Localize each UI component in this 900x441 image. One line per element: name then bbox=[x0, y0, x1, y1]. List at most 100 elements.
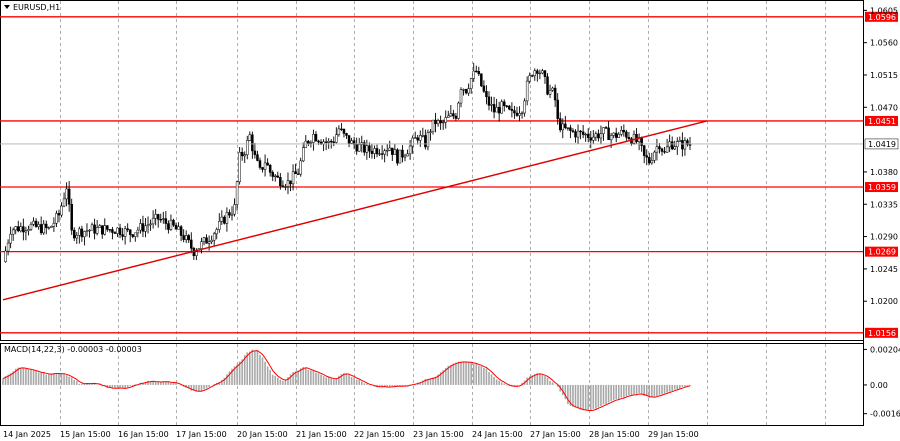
level-label-box bbox=[865, 11, 898, 22]
candle-body bbox=[90, 224, 94, 231]
candle-body bbox=[34, 220, 38, 227]
candle-body bbox=[533, 70, 537, 76]
candle-body bbox=[225, 212, 229, 224]
candle-body bbox=[187, 235, 190, 241]
candle-body bbox=[569, 127, 572, 131]
candle-body bbox=[164, 218, 168, 224]
candle-body bbox=[688, 144, 692, 146]
candle-body bbox=[32, 220, 35, 225]
candle-body bbox=[184, 235, 188, 240]
level-label-box bbox=[865, 115, 898, 126]
candle-body bbox=[238, 152, 241, 182]
candle-body bbox=[459, 89, 463, 104]
candle-body bbox=[45, 223, 48, 229]
candle-body bbox=[174, 224, 178, 230]
candle-body bbox=[80, 228, 84, 238]
candle-body bbox=[383, 150, 386, 155]
candle-body bbox=[235, 181, 239, 205]
time-axis: 14 Jan 2025 15 Jan 15:00 16 Jan 15:00 17 Ja… bbox=[3, 430, 699, 439]
candle-body bbox=[464, 89, 468, 94]
candle-body bbox=[291, 171, 295, 185]
macd-tick-label: 0.00 bbox=[870, 381, 888, 390]
candle-body bbox=[4, 250, 7, 262]
candle-body bbox=[492, 104, 496, 113]
candle-body bbox=[500, 101, 503, 114]
price-tick-label: 1.0380 bbox=[870, 168, 898, 177]
candle-body bbox=[614, 132, 618, 138]
candle-body bbox=[179, 226, 183, 236]
candle-body bbox=[52, 222, 56, 227]
candle-body bbox=[574, 131, 577, 138]
candle-body bbox=[581, 131, 585, 135]
candle-body bbox=[149, 223, 152, 226]
triangle-down-icon bbox=[4, 5, 10, 9]
support-resistance-levels: 1.0596 1.0451 1.0359 1.0269 1.0156 bbox=[0, 11, 898, 338]
candle-body bbox=[72, 229, 76, 239]
candle-body bbox=[11, 229, 15, 235]
candle-body bbox=[604, 127, 608, 129]
candle-body bbox=[37, 224, 40, 227]
candle-body bbox=[134, 232, 137, 237]
price-tick-label: 1.0470 bbox=[870, 103, 898, 112]
candle-body bbox=[200, 241, 203, 249]
candle-body bbox=[335, 134, 338, 143]
candle-body bbox=[518, 113, 521, 116]
candle-body bbox=[523, 100, 526, 114]
candle-body bbox=[457, 102, 460, 119]
macd-title: MACD(14,22,3) -0.00003 -0.00003 bbox=[4, 345, 142, 354]
level-label: 1.0359 bbox=[868, 183, 896, 192]
trend-overlay: 1.0419 bbox=[0, 120, 899, 301]
candle-body bbox=[566, 127, 570, 129]
candle-body bbox=[263, 162, 267, 170]
candle-body bbox=[385, 150, 389, 152]
candle-body bbox=[177, 226, 180, 230]
candle-body bbox=[447, 115, 450, 118]
candle-body bbox=[347, 135, 351, 144]
candle-body bbox=[393, 149, 397, 155]
candle-body bbox=[571, 130, 575, 132]
candle-body bbox=[83, 231, 86, 238]
candle-body bbox=[357, 144, 361, 152]
candle-body bbox=[309, 142, 313, 144]
candle-body bbox=[286, 180, 290, 187]
candle-body bbox=[128, 229, 132, 235]
candle-body bbox=[352, 140, 356, 145]
candle-body bbox=[207, 241, 211, 244]
candle-body bbox=[65, 188, 68, 200]
candle-body bbox=[665, 146, 669, 153]
candle-body bbox=[312, 133, 315, 143]
candle-body bbox=[243, 154, 246, 157]
candle-body bbox=[304, 140, 308, 148]
candle-body bbox=[205, 237, 208, 244]
level-label-box bbox=[865, 182, 898, 193]
macd-histogram bbox=[2, 349, 691, 412]
candle-body bbox=[408, 145, 412, 155]
candle-body bbox=[182, 235, 185, 240]
candle-body bbox=[597, 133, 600, 139]
candle-body bbox=[116, 227, 119, 234]
candle-body bbox=[406, 153, 409, 157]
candle-body bbox=[454, 115, 458, 119]
candle-body bbox=[17, 226, 20, 232]
candle-body bbox=[324, 141, 328, 143]
candle-body bbox=[246, 140, 249, 155]
candle-body bbox=[490, 104, 493, 106]
price-tick-label: 1.0290 bbox=[870, 233, 898, 242]
candle-body bbox=[332, 141, 336, 143]
candle-body bbox=[340, 128, 343, 130]
time-tick-label: 17 Jan 15:00 bbox=[176, 430, 227, 439]
candle-body bbox=[118, 227, 122, 235]
candle-body bbox=[212, 233, 216, 241]
trend-line bbox=[2, 120, 708, 301]
candle-body bbox=[355, 144, 358, 152]
candle-body bbox=[599, 133, 603, 139]
candle-body bbox=[375, 148, 379, 155]
chart-title: EURUSD,H1 bbox=[13, 3, 60, 12]
time-tick-label: 28 Jan 15:00 bbox=[589, 430, 640, 439]
time-tick-label: 20 Jan 15:00 bbox=[237, 430, 288, 439]
candle-body bbox=[345, 133, 348, 136]
candle-body bbox=[576, 130, 580, 138]
candle-body bbox=[299, 160, 302, 175]
candle-body bbox=[253, 150, 257, 155]
